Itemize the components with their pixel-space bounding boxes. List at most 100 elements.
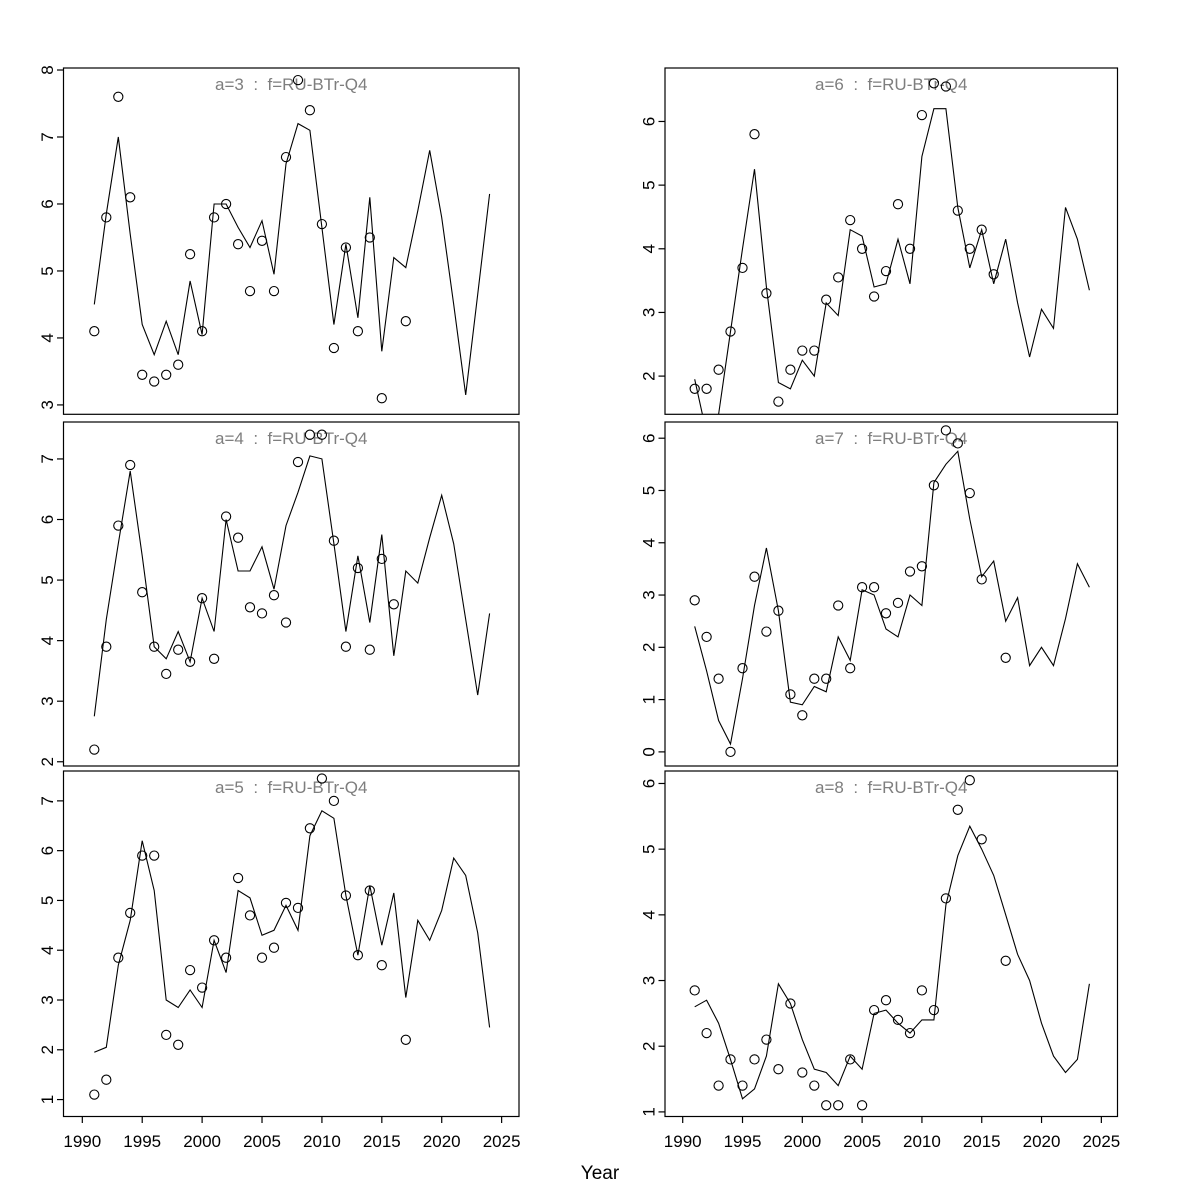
observation-point [196,982,208,993]
observation-point [856,1100,868,1111]
observation-point [928,78,940,89]
observation-point [845,663,856,674]
observation-point [916,561,928,572]
observation-point [352,562,364,574]
observation-point [940,81,952,92]
x-tick-label: 2010 [903,1132,941,1151]
observation-point [256,608,268,619]
observation-point [749,571,760,582]
y-tick-label: 6 [38,199,57,208]
observation-point [280,897,292,909]
observation-point [737,262,748,274]
panel-title-a4: a=4 : f=RU-BTr-Q4 [215,429,368,448]
y-tick-label: 6 [640,779,659,788]
y-tick-label: 1 [38,1095,57,1104]
observation-point [340,242,352,253]
observation-point [809,673,820,684]
observation-point [785,689,796,700]
observation-point [89,326,100,337]
observation-point [244,285,256,297]
y-tick-label: 6 [640,433,659,442]
observation-point [952,804,963,815]
observation-point [232,239,244,250]
observation-point [964,487,975,499]
observation-point [184,656,196,667]
observation-point [184,249,196,260]
observation-point [701,383,712,394]
y-tick-label: 5 [640,844,659,853]
x-tick-label: 1995 [724,1132,762,1151]
y-tick-label: 3 [38,696,57,705]
y-tick-label: 3 [640,976,659,985]
observation-point [137,587,148,598]
y-tick-label: 4 [640,538,659,547]
observation-point [125,459,136,471]
observation-point [292,74,304,86]
y-tick-label: 2 [640,1041,659,1050]
observation-point [328,342,340,354]
y-tick-label: 6 [640,117,659,126]
observation-point [964,775,975,786]
x-tick-label: 2025 [483,1132,521,1151]
observation-point [328,795,340,807]
observation-point [364,885,375,896]
observation-point [797,1067,808,1078]
observation-point [340,890,352,901]
x-tick-label: 1990 [63,1132,101,1151]
observation-point [161,369,172,380]
observation-point [785,998,796,1009]
observation-point [101,641,112,652]
observation-point [316,218,328,230]
observation-point [196,593,208,604]
observation-point [952,438,963,449]
y-tick-label: 4 [38,333,57,342]
y-tick-label: 2 [640,371,659,380]
observation-point [904,243,916,254]
y-tick-label: 7 [38,454,57,463]
observation-point [340,641,352,652]
observation-point [113,952,124,963]
observation-point [208,212,220,223]
observation-point [208,653,220,664]
observation-point [149,376,160,387]
panel-border [62,770,520,1118]
observation-point [797,710,808,721]
observation-point [232,872,244,884]
y-tick-label: 4 [640,244,659,253]
observation-point [976,224,987,235]
observation-point [268,285,280,297]
observation-point [868,1004,880,1016]
observation-point [809,345,820,356]
observation-point [689,595,700,606]
y-tick-label: 4 [38,945,57,954]
observation-point [352,326,364,337]
observation-point [761,1034,772,1045]
observation-point [220,952,232,963]
panel-border [62,421,520,767]
y-tick-label: 5 [640,486,659,495]
y-tick-label: 4 [640,910,659,919]
observation-point [964,243,975,254]
observation-point [880,265,892,277]
observation-point [280,617,292,628]
observation-point [761,626,772,637]
observation-point [725,746,736,758]
observation-point [89,744,100,755]
y-tick-label: 7 [38,796,57,805]
y-tick-label: 3 [38,400,57,409]
observation-point [161,668,172,680]
observation-point [785,364,796,375]
observation-point [845,1054,856,1065]
model-fit-line [93,455,491,717]
y-tick-label: 2 [640,643,659,652]
observation-point [328,535,340,546]
observation-point [904,566,916,577]
observation-point [689,383,700,394]
observation-point [376,553,387,565]
observation-point [101,1074,112,1085]
observation-point [797,345,808,356]
model-fit-line [694,108,1090,415]
observation-point [773,1064,784,1075]
observation-point [868,582,880,593]
panel-border [664,770,1119,1118]
